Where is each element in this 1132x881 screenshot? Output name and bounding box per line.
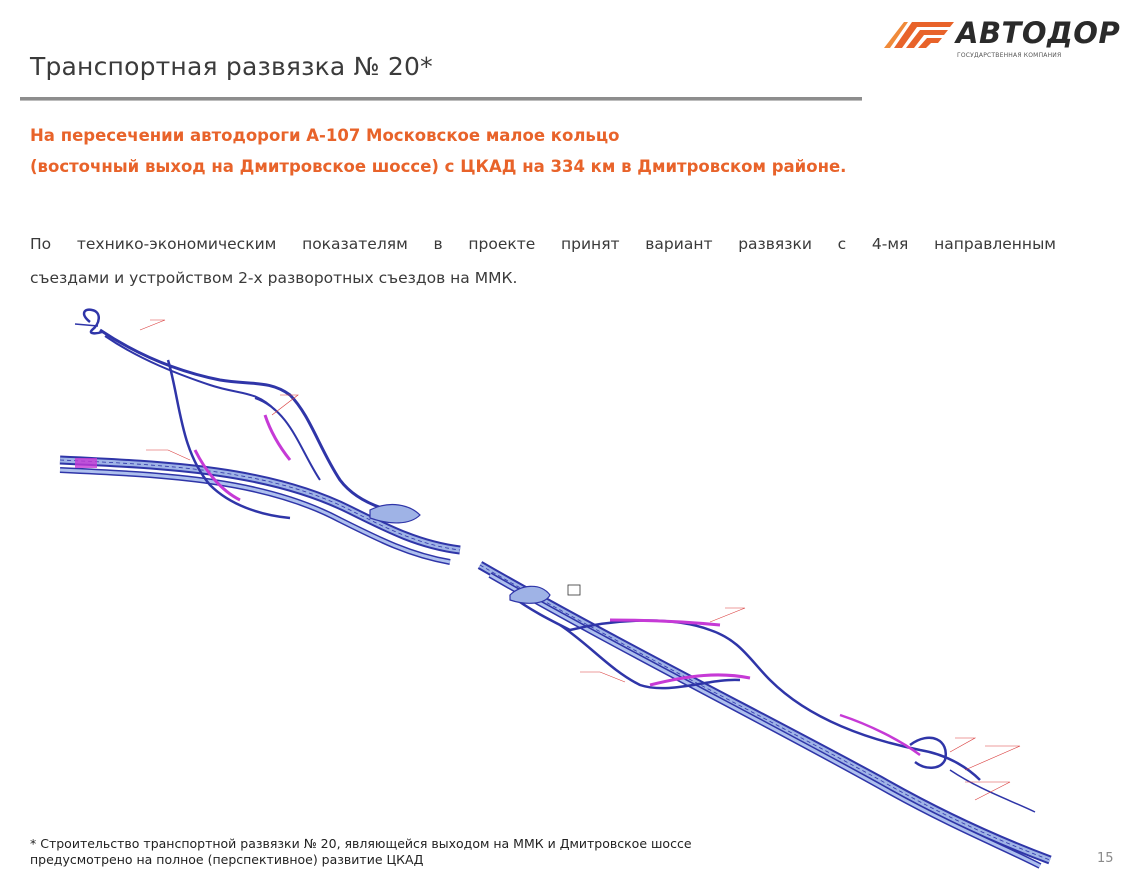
footnote-line-2: предусмотрено на полное (перспективное) … — [30, 852, 424, 867]
mmk-road-east — [509, 584, 1036, 813]
paragraph-line-2: съездами и устройством 2-х разворотных с… — [30, 269, 518, 287]
annotation-leaders — [139, 319, 1021, 801]
title-divider — [20, 97, 862, 101]
stripes-logo-icon — [884, 22, 954, 48]
logo-tagline: ГОСУДАРСТВЕННАЯ КОМПАНИЯ — [957, 52, 1062, 59]
interchange-diagram — [59, 308, 1052, 869]
footnote: * Строительство транспортной развязки № … — [30, 836, 692, 868]
subtitle-line-2: (восточный выход на Дмитровское шоссе) с… — [30, 157, 847, 176]
page-title: Транспортная развязка № 20* — [30, 52, 433, 81]
subtitle-line-1: На пересечении автодороги А-107 Московск… — [30, 126, 620, 145]
logo-wordmark: АВТОДОР — [956, 16, 1121, 50]
main-road-east — [477, 561, 1052, 869]
page-number: 15 — [1097, 851, 1114, 866]
paragraph-line-1: По технико-экономическим показателям в п… — [30, 235, 1056, 253]
footnote-line-1: * Строительство транспортной развязки № … — [30, 836, 692, 851]
description-paragraph: По технико-экономическим показателям в п… — [30, 227, 1056, 295]
intersection-description: На пересечении автодороги А-107 Московск… — [30, 120, 1030, 182]
main-road-west — [59, 455, 461, 565]
avtodor-logo: АВТОДОР ГОСУДАРСТВЕННАЯ КОМПАНИЯ — [884, 14, 1120, 70]
